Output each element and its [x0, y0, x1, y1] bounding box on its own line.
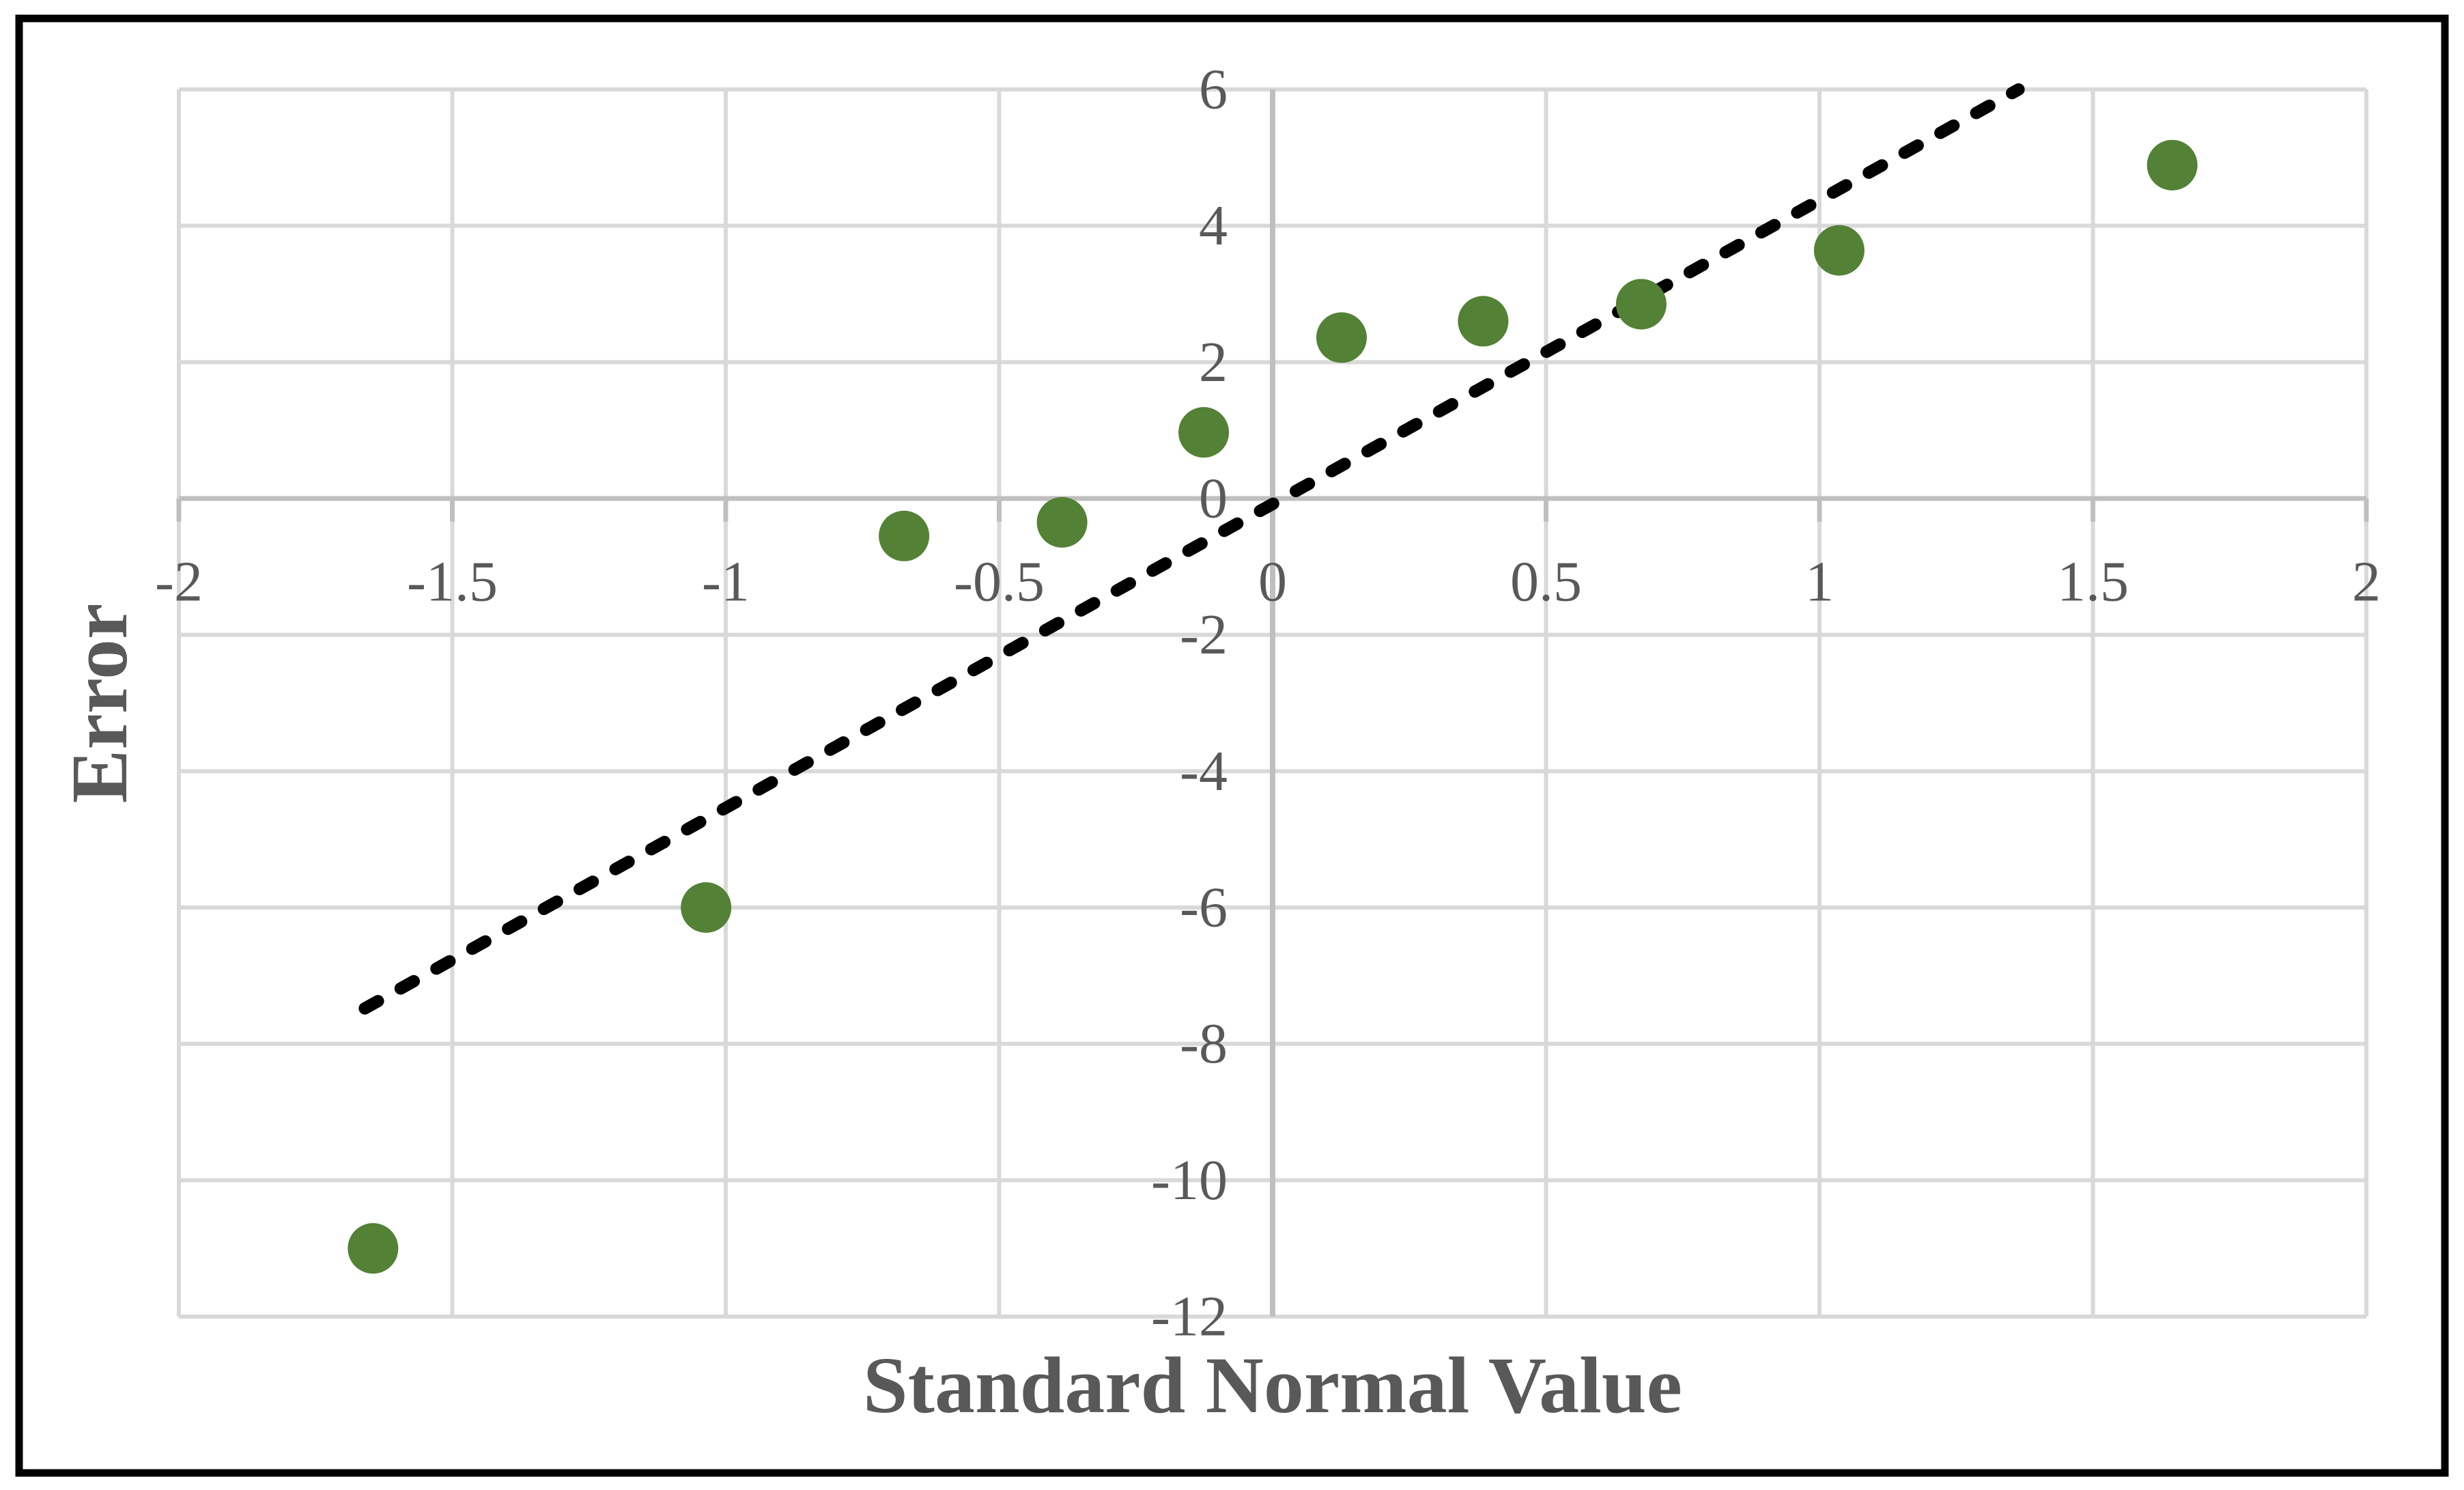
y-tick-labels: 6 4 2 0 -2 -4 -6 -8 -10 -12	[1151, 58, 1228, 1349]
x-tick-label: 0	[1258, 550, 1287, 614]
x-tick-label: 1	[1805, 550, 1834, 614]
y-axis-title: Error	[55, 604, 144, 804]
y-tick-label: -8	[1180, 1012, 1228, 1076]
trendline	[358, 83, 2025, 1015]
y-tick-label: -4	[1180, 740, 1228, 803]
y-tick-label: -2	[1180, 603, 1228, 666]
y-tick-label: 6	[1199, 58, 1228, 122]
data-point	[1036, 496, 1088, 548]
y-tick-label: 0	[1199, 467, 1228, 531]
x-tick-label: -2	[155, 550, 203, 614]
data-point	[681, 882, 732, 933]
data-point	[1458, 296, 1509, 347]
x-axis-title: Standard Normal Value	[863, 1340, 1682, 1430]
y-tick-label: -6	[1180, 876, 1228, 940]
x-tick-label: 0.5	[1510, 550, 1582, 614]
y-tick-label: -10	[1151, 1149, 1228, 1212]
data-point	[2147, 139, 2198, 191]
data-point	[348, 1223, 399, 1274]
x-tick-label: 1.5	[2057, 550, 2129, 614]
x-tick-labels: -2 -1.5 -1 -0.5 0 0.5 1 1.5 2	[155, 550, 2381, 614]
x-tick-label: -1	[702, 550, 750, 614]
data-point	[879, 510, 930, 561]
data-point	[1615, 279, 1667, 330]
y-tick-label: 2	[1199, 331, 1228, 394]
data-point	[1178, 407, 1230, 458]
data-point	[1316, 312, 1367, 363]
x-tick-label: -1.5	[407, 550, 498, 614]
x-tick-label: 2	[2352, 550, 2381, 614]
data-point	[1813, 225, 1865, 276]
x-tick-label: -0.5	[954, 550, 1045, 614]
data-point-series	[348, 139, 2198, 1274]
y-tick-label: 4	[1199, 194, 1228, 257]
axis-tick-marks	[176, 498, 2369, 522]
y-tick-label: -12	[1151, 1285, 1228, 1349]
trendline-dashed	[358, 83, 2025, 1015]
outer-border	[15, 14, 2449, 1477]
